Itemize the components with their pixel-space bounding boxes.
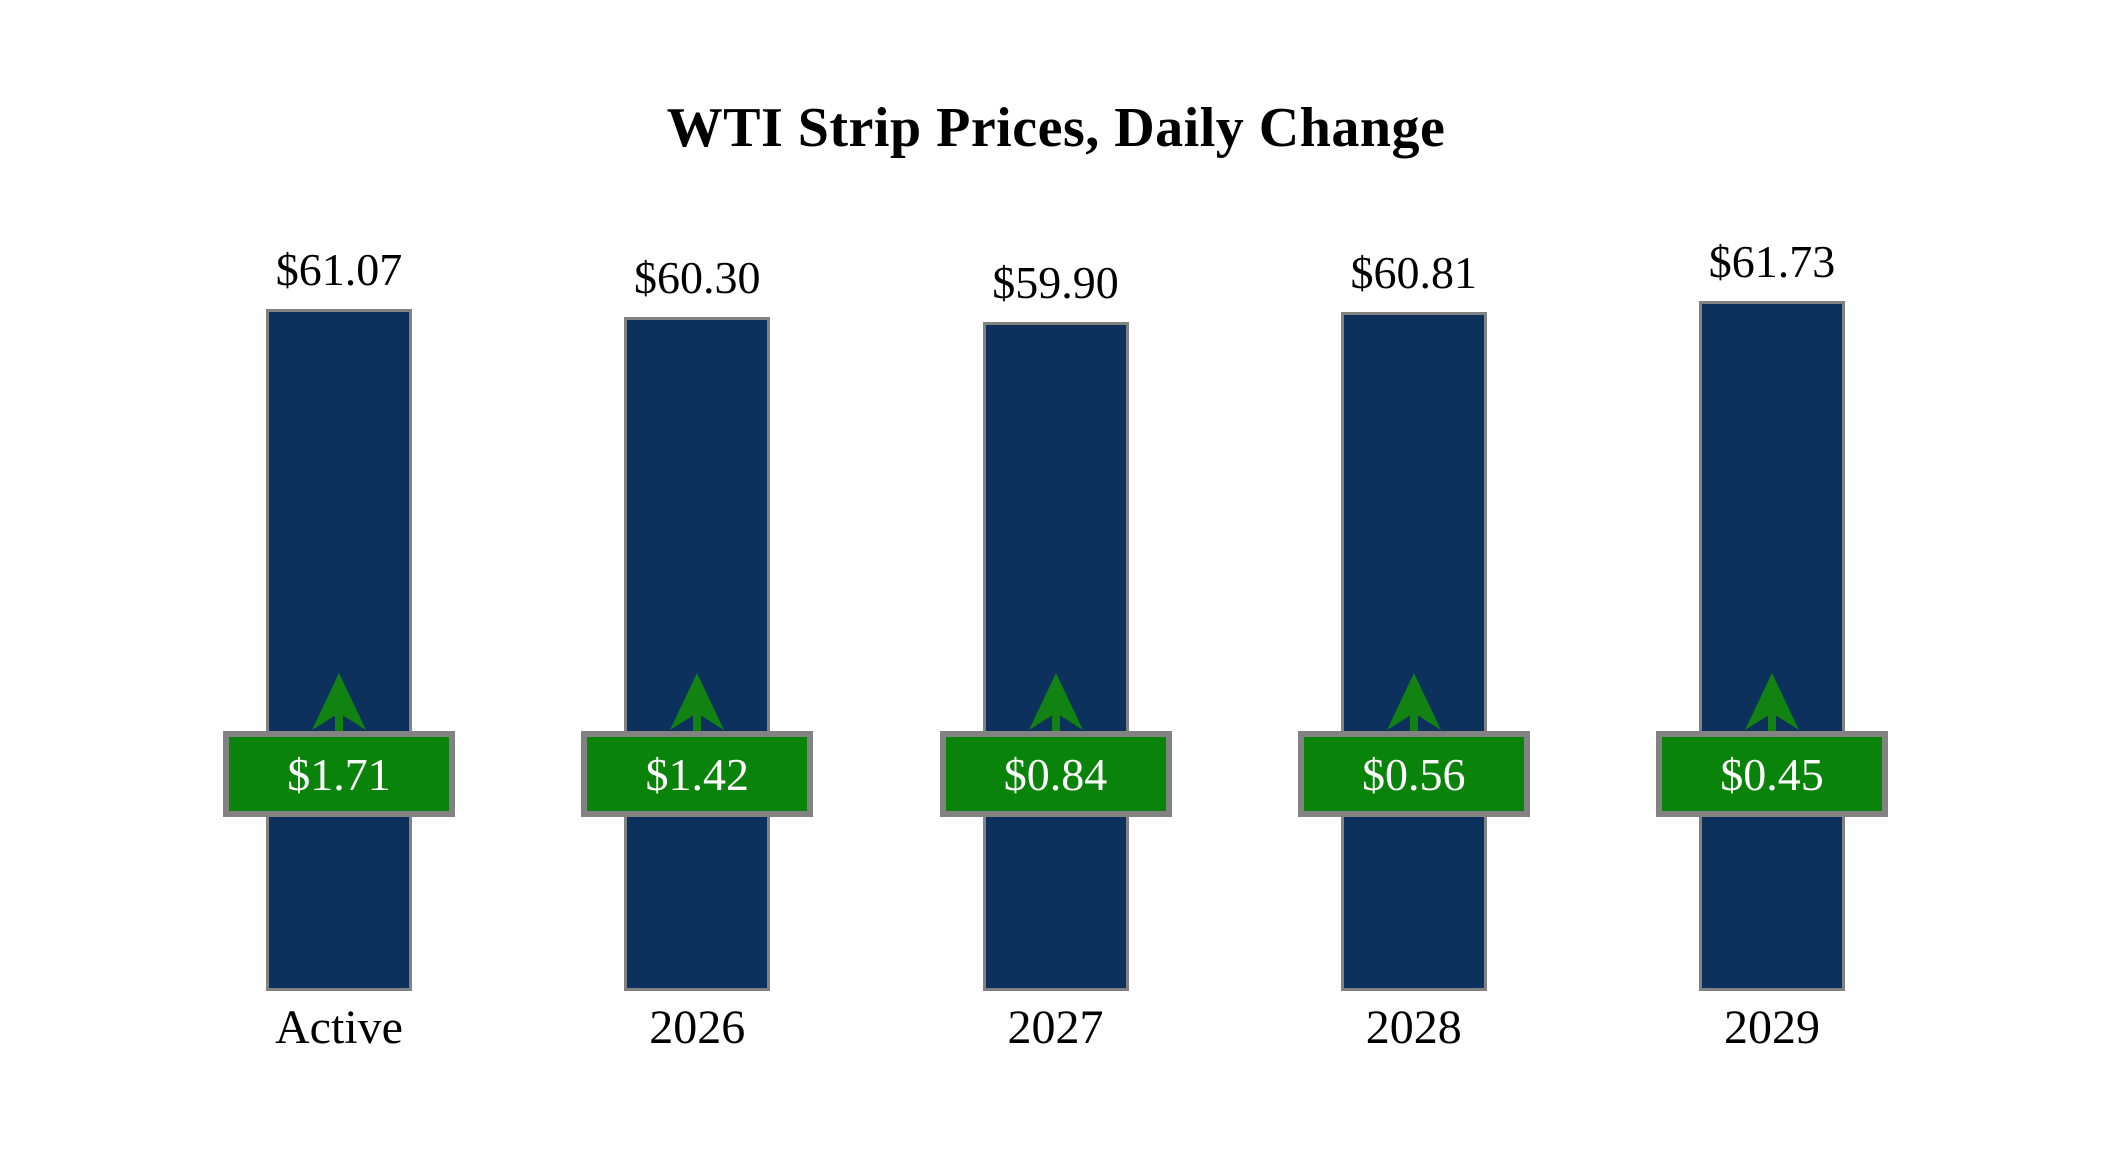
change-badge: $0.45 bbox=[1656, 731, 1888, 817]
category-label: Active bbox=[275, 1001, 403, 1054]
change-label: $1.42 bbox=[645, 749, 750, 800]
change-label: $0.56 bbox=[1362, 749, 1466, 800]
price-bar bbox=[624, 317, 771, 991]
category-label: 2029 bbox=[1724, 1001, 1820, 1054]
up-arrow-icon bbox=[1745, 673, 1799, 735]
category-label: 2028 bbox=[1365, 1001, 1462, 1054]
up-arrow-icon bbox=[1386, 673, 1441, 735]
price-bar bbox=[982, 322, 1129, 991]
up-arrow-icon bbox=[1028, 673, 1083, 735]
change-label: $1.71 bbox=[287, 749, 391, 800]
price-bar bbox=[1340, 312, 1487, 991]
category-label: 2027 bbox=[1007, 1001, 1104, 1054]
price-bar bbox=[1699, 301, 1845, 991]
change-badge: $0.56 bbox=[1297, 731, 1530, 817]
change-badge: $1.42 bbox=[581, 731, 814, 817]
up-arrow-icon bbox=[670, 673, 725, 735]
change-badge: $0.84 bbox=[939, 731, 1172, 817]
change-label: $0.45 bbox=[1720, 749, 1824, 800]
price-label: $61.73 bbox=[1708, 236, 1836, 287]
price-label: $60.30 bbox=[634, 252, 761, 303]
chart-title: WTI Strip Prices, Daily Change bbox=[666, 97, 1446, 159]
change-badge: $1.71 bbox=[223, 731, 455, 817]
price-label: $60.81 bbox=[1350, 247, 1478, 298]
price-label: $59.90 bbox=[992, 257, 1119, 308]
price-bar bbox=[266, 309, 412, 991]
up-arrow-icon bbox=[312, 673, 366, 735]
change-label: $0.84 bbox=[1003, 749, 1108, 800]
price-label: $61.07 bbox=[275, 244, 403, 295]
category-label: 2026 bbox=[649, 1001, 746, 1054]
